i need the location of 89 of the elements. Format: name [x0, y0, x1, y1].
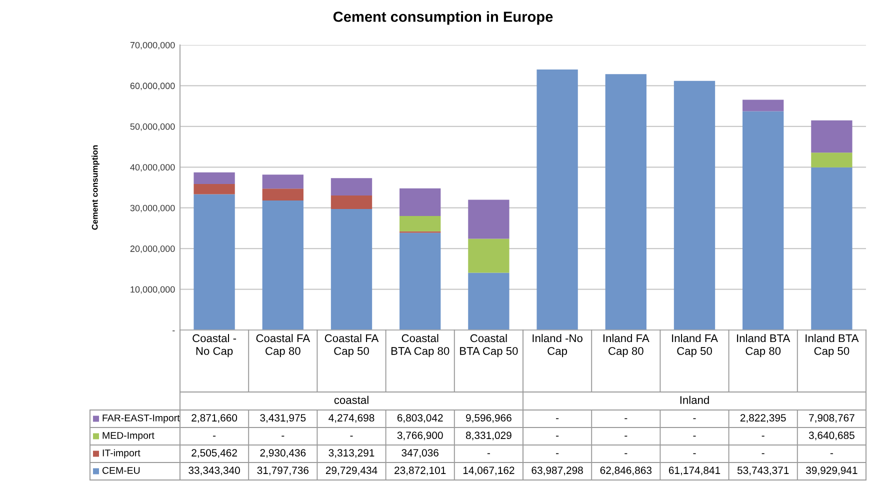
- text: -: [762, 453, 764, 454]
- y-tick-label: 10,000,000: [130, 286, 175, 294]
- x-tick-label: Inland FA Cap 80: [603, 334, 650, 358]
- data-label: 23,872,101: [394, 466, 446, 476]
- y-tick-label: 60,000,000: [130, 82, 175, 90]
- bar: [194, 194, 235, 330]
- y-tick-label: 20,000,000: [130, 246, 175, 253]
- bar: [468, 238, 510, 273]
- text: -: [693, 453, 696, 454]
- data-label: 53,743,371: [737, 466, 789, 476]
- bar: [194, 184, 235, 194]
- data-label: 2,505,462: [192, 449, 237, 458]
- data-label: 3,431,975: [260, 414, 306, 423]
- legend-label: MED-Import: [102, 432, 154, 441]
- text: -: [556, 418, 559, 420]
- bar: [330, 195, 372, 209]
- data-label: 63,987,298: [532, 466, 583, 476]
- data-label: 2,871,660: [192, 414, 238, 423]
- text: -: [624, 436, 628, 437]
- data-label: 3,766,900: [397, 432, 443, 440]
- bar: [742, 111, 784, 330]
- y-tick-label: 40,000,000: [130, 164, 175, 172]
- data-label: 33,343,340: [188, 466, 240, 476]
- bar: [400, 216, 441, 232]
- text: -: [762, 436, 764, 437]
- x-tick-label: Coastal BTA Cap 80: [391, 334, 450, 358]
- data-label: 347,036: [402, 449, 438, 458]
- legend-label: IT-import: [102, 449, 140, 458]
- text: -: [487, 453, 490, 454]
- text: -: [624, 418, 628, 420]
- bar: [330, 178, 372, 196]
- data-label: 31,797,736: [257, 466, 309, 476]
- data-label: 2,822,395: [740, 414, 786, 423]
- y-axis-title: Cement consumption: [92, 145, 100, 230]
- text: -: [693, 418, 696, 420]
- data-label: 14,067,162: [463, 466, 514, 476]
- text: -: [556, 453, 559, 454]
- data-label: 8,331,029: [466, 432, 512, 440]
- x-tick-label: Inland FA Cap 50: [672, 334, 718, 358]
- y-tick-label: 50,000,000: [130, 123, 175, 131]
- y-tick-label: 30,000,000: [130, 204, 175, 212]
- data-label: 39,929,941: [806, 466, 858, 476]
- x-tick-label: Coastal FA Cap 50: [324, 334, 379, 358]
- data-label: 6,803,042: [397, 414, 443, 423]
- bar: [400, 232, 441, 330]
- bar: [811, 120, 852, 153]
- data-label: 3,313,291: [328, 449, 374, 458]
- bar: [400, 188, 441, 216]
- bar: [262, 188, 304, 201]
- chart-title: Cement consumption in Europe: [333, 11, 553, 25]
- data-label: 3,640,685: [808, 432, 854, 440]
- text: -: [350, 436, 353, 437]
- bar: [811, 152, 852, 168]
- x-tick-label: Coastal - No Cap: [192, 334, 236, 358]
- bar: [536, 69, 578, 330]
- bar: [262, 200, 304, 330]
- text: -: [282, 436, 284, 437]
- x-tick-label: Inland -No Cap: [532, 334, 582, 358]
- text: -: [830, 453, 833, 454]
- text: -: [693, 436, 696, 437]
- data-label: 29,729,434: [326, 466, 378, 476]
- x-tick-label: Inland BTA Cap 50: [806, 334, 859, 358]
- bar: [811, 167, 852, 330]
- x-tick-label: Coastal FA Cap 80: [256, 334, 310, 358]
- x-tick-label: Inland BTA Cap 80: [737, 334, 790, 358]
- text: -: [556, 436, 559, 437]
- text: -: [213, 436, 216, 437]
- bar: [330, 208, 372, 330]
- bar: [468, 200, 510, 239]
- y-tick-label: 70,000,000: [130, 42, 175, 50]
- text: coastal: [334, 396, 368, 404]
- data-label: 9,596,966: [466, 414, 512, 423]
- data-label: 62,846,863: [600, 466, 652, 476]
- x-tick-label: Coastal BTA Cap 50: [460, 334, 518, 358]
- y-tick-label: -: [172, 330, 175, 332]
- legend-label: FAR-EAST-Import: [102, 414, 180, 424]
- data-label: 7,908,767: [809, 414, 854, 423]
- data-label: 61,174,841: [668, 466, 720, 476]
- bar: [262, 174, 304, 189]
- text: Inland: [680, 396, 709, 404]
- bar: [605, 74, 646, 330]
- bar: [194, 172, 235, 184]
- data-label: 4,274,698: [328, 414, 374, 423]
- legend-label: CEM-EU: [102, 466, 140, 474]
- bar: [742, 100, 784, 112]
- bar: [468, 272, 510, 330]
- text: -: [624, 453, 628, 454]
- data-label: 2,930,436: [260, 449, 306, 458]
- bar: [674, 80, 716, 330]
